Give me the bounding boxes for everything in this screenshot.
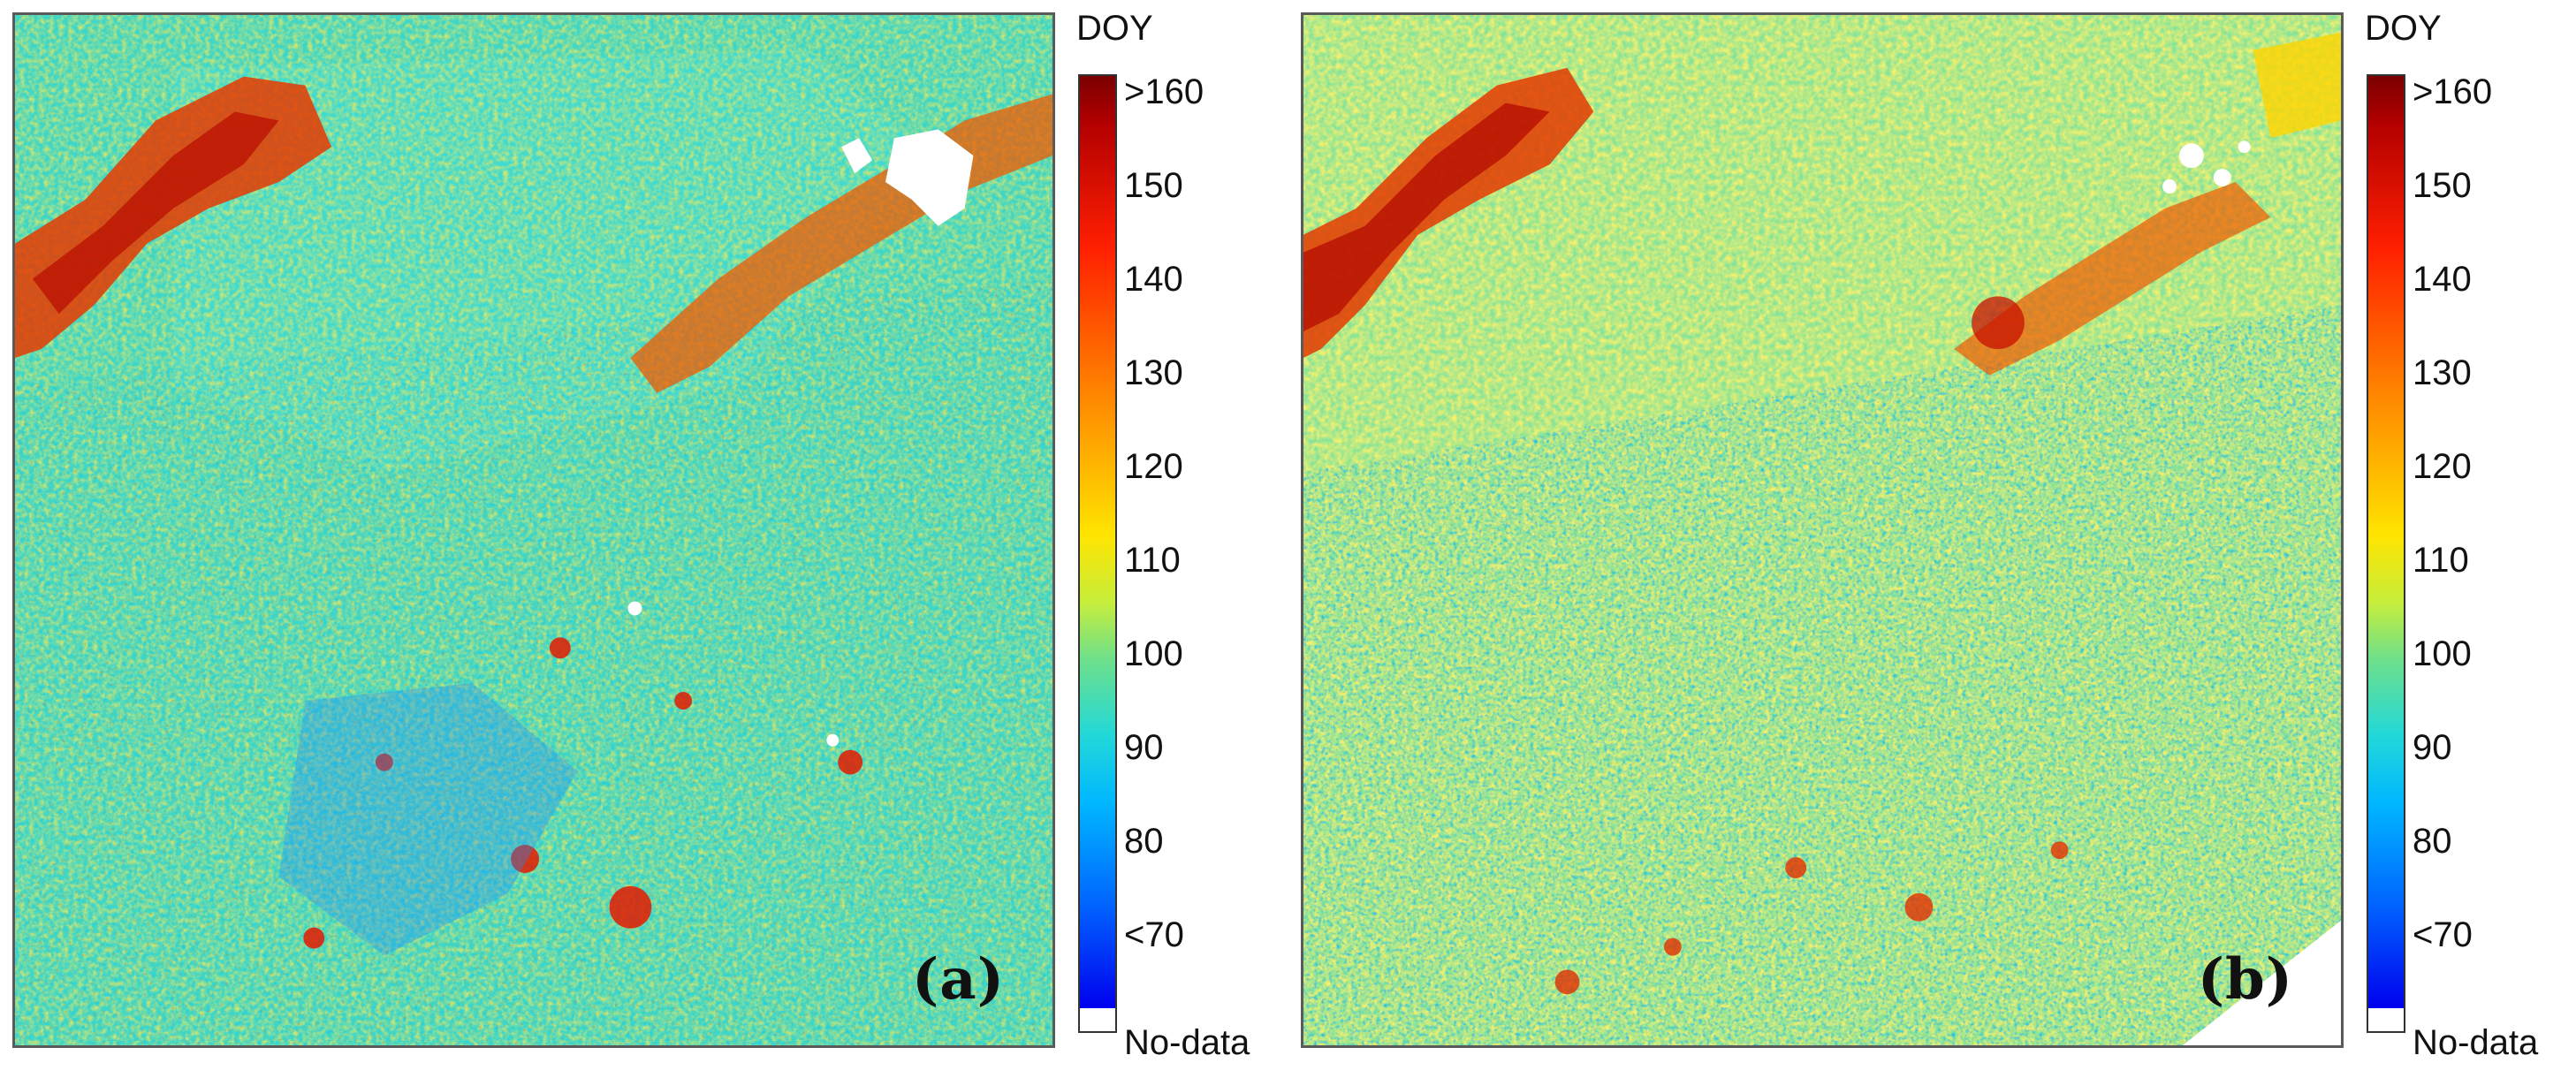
- legend-title-b: DOY: [2365, 9, 2442, 48]
- legend-tick-a-7: 90: [1124, 728, 1164, 767]
- legend-title-a: DOY: [1076, 9, 1153, 48]
- colorbar-b: [2367, 74, 2405, 1033]
- legend-tick-a-4: 120: [1124, 447, 1183, 486]
- legend-tick-a-2: 140: [1124, 260, 1183, 299]
- legend-tick-b-1: 150: [2413, 166, 2472, 205]
- panel-label-a: (a): [911, 946, 1005, 1013]
- legend-a: DOY >160 150 140 130 120 110 100 90 80 <…: [1071, 0, 1283, 1078]
- legend-tick-b-10: No-data: [2413, 1023, 2539, 1062]
- legend-tick-a-8: 80: [1124, 822, 1164, 861]
- legend-b: DOY >160 150 140 130 120 110 100 90 80 <…: [2359, 0, 2572, 1078]
- legend-tick-a-3: 130: [1124, 353, 1183, 392]
- panel-b: (b) DOY >160 150 140 130 120 110 100 90 …: [1288, 0, 2576, 1078]
- legend-tick-b-6: 100: [2413, 634, 2472, 673]
- doy-map-b: (b): [1301, 12, 2344, 1048]
- legend-tick-b-3: 130: [2413, 353, 2472, 392]
- doy-map-a: (a): [12, 12, 1055, 1048]
- legend-tick-a-1: 150: [1124, 166, 1183, 205]
- legend-tick-b-8: 80: [2413, 822, 2452, 861]
- panel-a: (a) DOY >160 150 140 130 120 110 100 90 …: [12, 0, 1283, 1078]
- legend-tick-b-9: <70: [2413, 915, 2473, 954]
- legend-tick-b-5: 110: [2413, 541, 2469, 580]
- legend-tick-b-7: 90: [2413, 728, 2452, 767]
- legend-tick-b-0: >160: [2413, 72, 2493, 111]
- legend-tick-a-0: >160: [1124, 72, 1204, 111]
- doy-map-a-svg: [15, 15, 1052, 1045]
- legend-tick-a-5: 110: [1124, 541, 1181, 580]
- legend-tick-a-10: No-data: [1124, 1023, 1250, 1062]
- colorbar-a: [1078, 74, 1117, 1033]
- panel-label-b: (b): [2197, 946, 2293, 1013]
- legend-tick-b-2: 140: [2413, 260, 2472, 299]
- legend-tick-b-4: 120: [2413, 447, 2472, 486]
- legend-tick-a-9: <70: [1124, 915, 1184, 954]
- legend-tick-a-6: 100: [1124, 634, 1183, 673]
- doy-map-b-svg: [1303, 15, 2341, 1045]
